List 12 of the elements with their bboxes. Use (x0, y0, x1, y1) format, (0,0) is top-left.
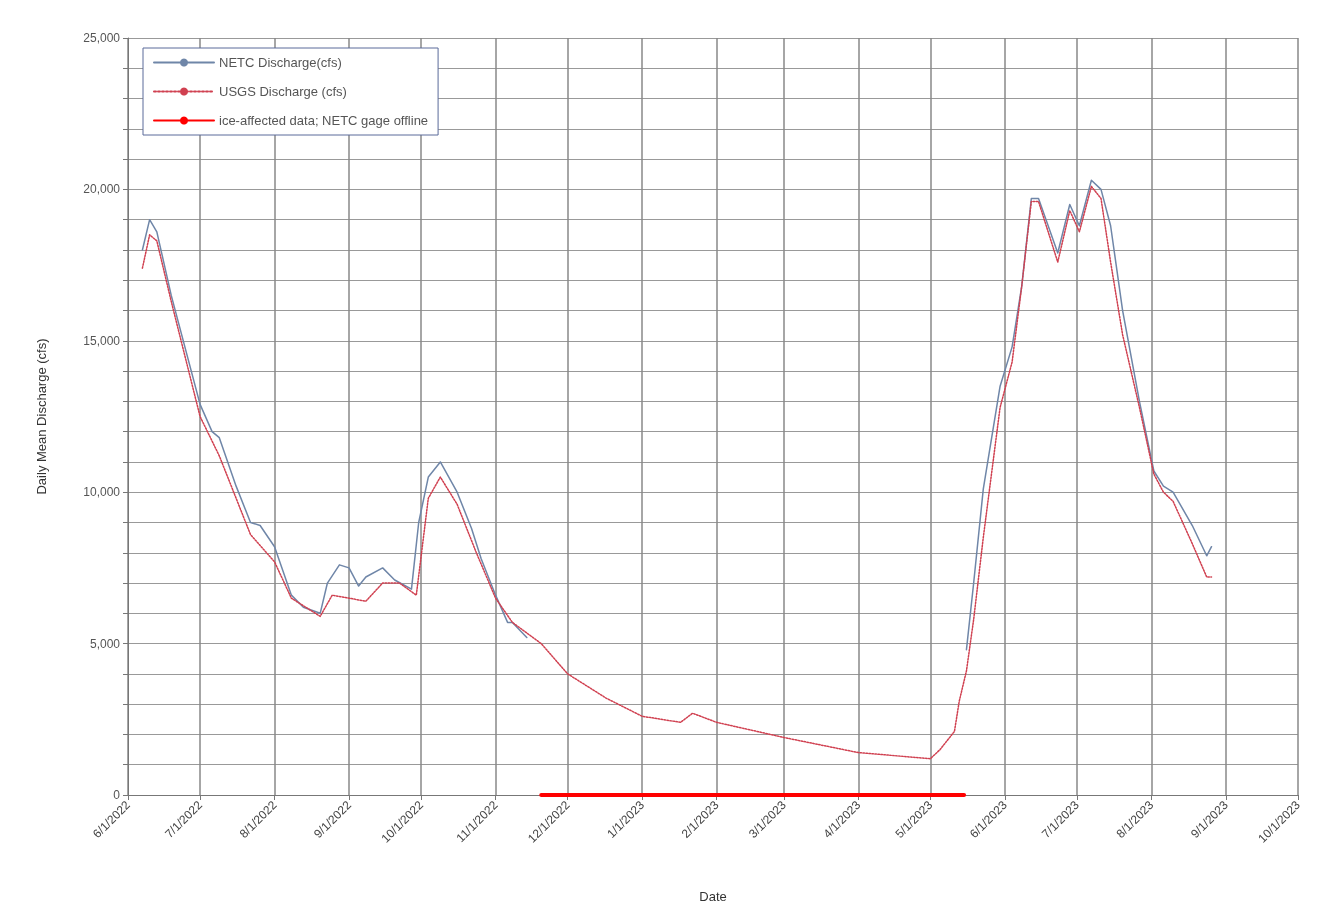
y-tick-label: 0 (113, 788, 121, 802)
x-axis-title: Date (699, 889, 727, 904)
line-series (141, 185, 1213, 760)
y-tick-label: 15,000 (83, 333, 121, 348)
y-tick-label: 20,000 (83, 182, 121, 197)
legend-label: ice-affected data; NETC gage offline (219, 113, 429, 128)
legend-label: NETC Discharge(cfs) (219, 55, 342, 70)
y-axis-title: Daily Mean Discharge (cfs) (34, 338, 49, 495)
y-tick-label: 10,000 (83, 485, 121, 500)
y-tick-label: 25,000 (83, 31, 121, 45)
y-tick-label: 5,000 (89, 636, 121, 651)
legend-label: USGS Discharge (cfs) (219, 84, 347, 99)
